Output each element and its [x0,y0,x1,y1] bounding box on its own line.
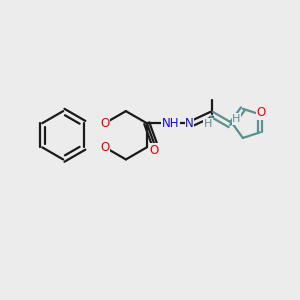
Text: H: H [232,114,241,124]
Text: NH: NH [162,117,179,130]
Text: O: O [100,141,110,154]
Text: N: N [185,117,194,130]
Text: H: H [204,119,212,129]
Text: O: O [257,106,266,119]
Text: O: O [150,144,159,157]
Text: O: O [100,117,110,130]
